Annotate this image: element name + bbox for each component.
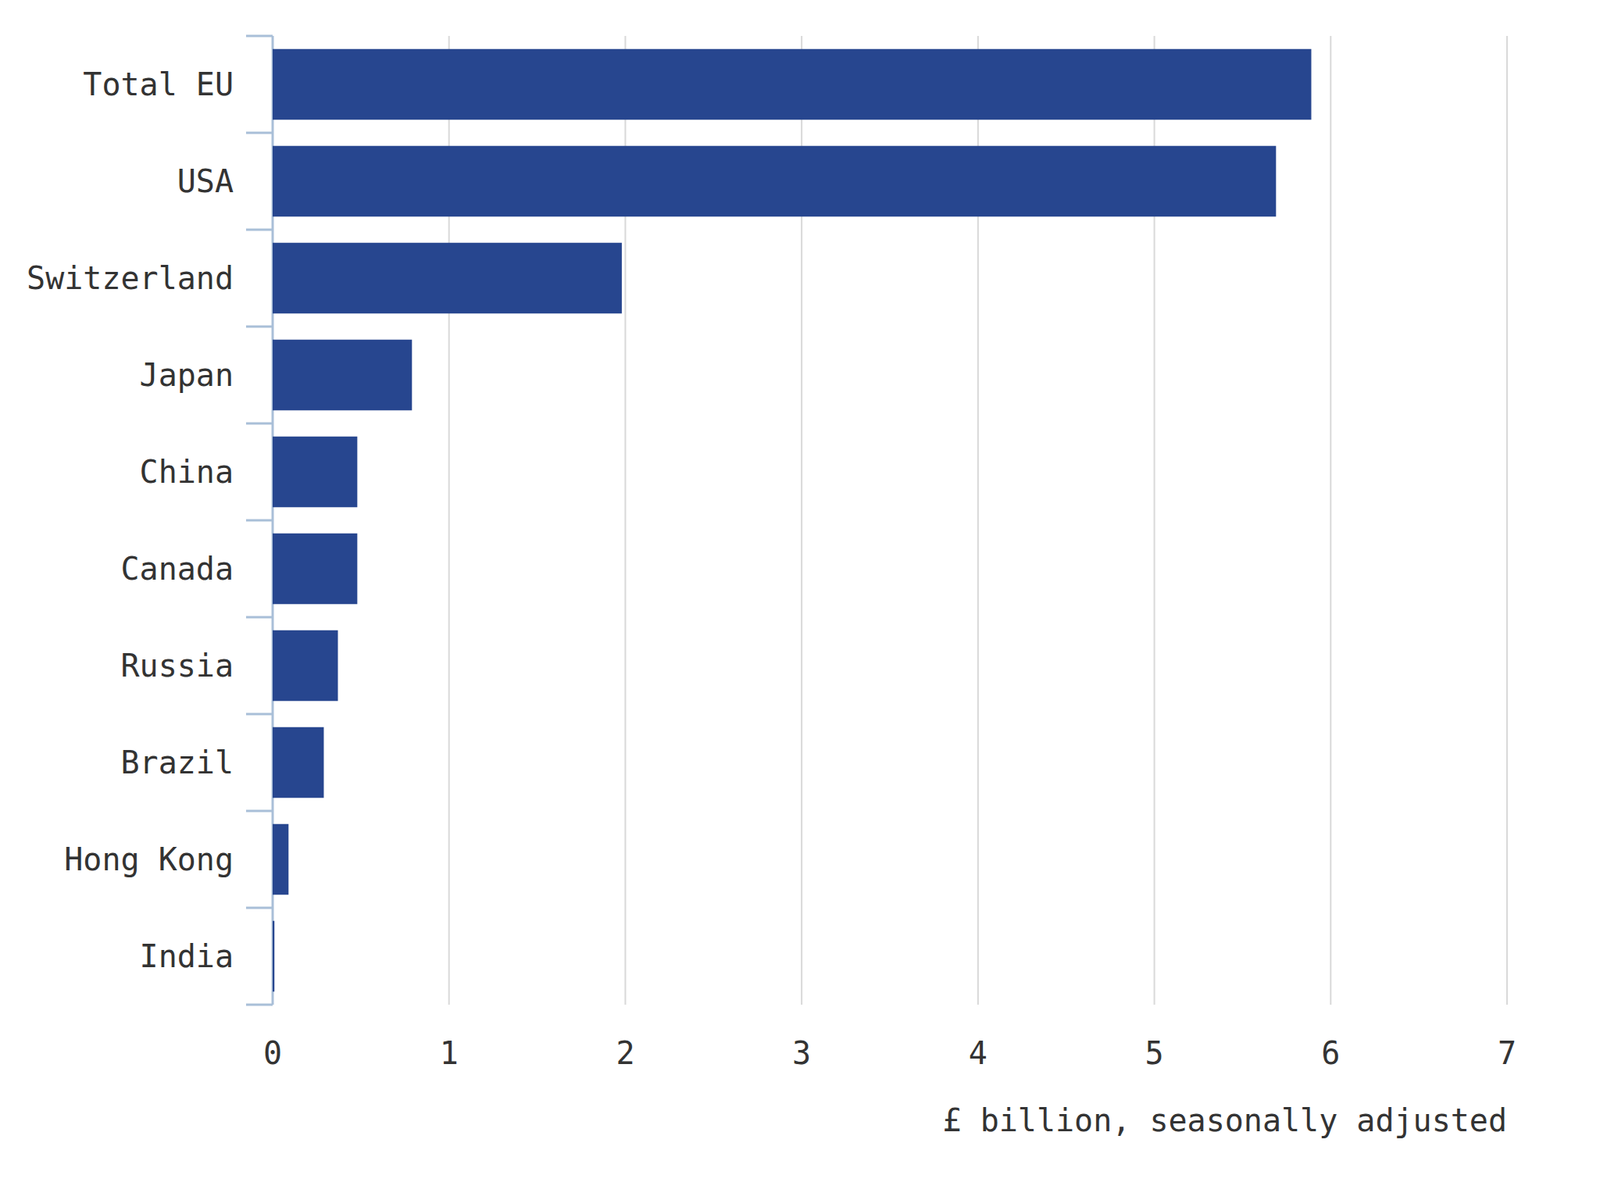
category-tick (246, 325, 273, 329)
tick-label: 7 (1497, 1035, 1517, 1072)
tick-label: 0 (263, 1035, 283, 1072)
bar (272, 146, 1276, 218)
category-label: China (139, 453, 234, 490)
chart-svg: 0 1 2 3 4 5 6 7 Total EU USA Switzerland Japan China… (0, 0, 1600, 1200)
category-label: Japan (139, 357, 234, 393)
bars (272, 49, 1311, 993)
axis-title: £ billion, seasonally adjusted (942, 1102, 1508, 1139)
bar (272, 727, 324, 799)
tick-label: 2 (615, 1035, 635, 1072)
category-label: Russia (121, 647, 235, 684)
bar (272, 436, 358, 508)
category-tick (246, 907, 273, 910)
category-label: Canada (121, 550, 235, 587)
grid-line (1329, 35, 1332, 1005)
tick-label: 6 (1321, 1035, 1340, 1072)
bar (272, 339, 412, 411)
grid-line (1506, 35, 1508, 1005)
category-tick (246, 1003, 273, 1007)
bar (272, 630, 339, 702)
bar (272, 242, 622, 315)
chart-container: 0 1 2 3 4 5 6 7 Total EU USA Switzerland Japan China… (0, 0, 1600, 1200)
tick-label: 1 (439, 1035, 459, 1072)
bar (272, 533, 358, 605)
bar (272, 49, 1311, 121)
bar (272, 921, 275, 993)
category-label: Total EU (82, 66, 234, 103)
tick-label: 4 (968, 1035, 988, 1072)
category-tick (246, 35, 273, 38)
category-label: Switzerland (26, 260, 234, 297)
category-tick (246, 422, 273, 425)
tick-label: 5 (1145, 1035, 1165, 1072)
category-tick (246, 616, 273, 619)
category-label: India (139, 938, 234, 975)
category-tick (246, 519, 273, 522)
category-label: USA (177, 163, 234, 200)
category-tick (246, 810, 273, 813)
category-tick (246, 713, 273, 716)
category-tick (246, 132, 273, 135)
bar (272, 824, 289, 896)
category-label: Brazil (121, 744, 235, 781)
category-label: Hong Kong (64, 841, 234, 878)
tick-label: 3 (792, 1035, 811, 1072)
category-tick (246, 228, 273, 232)
